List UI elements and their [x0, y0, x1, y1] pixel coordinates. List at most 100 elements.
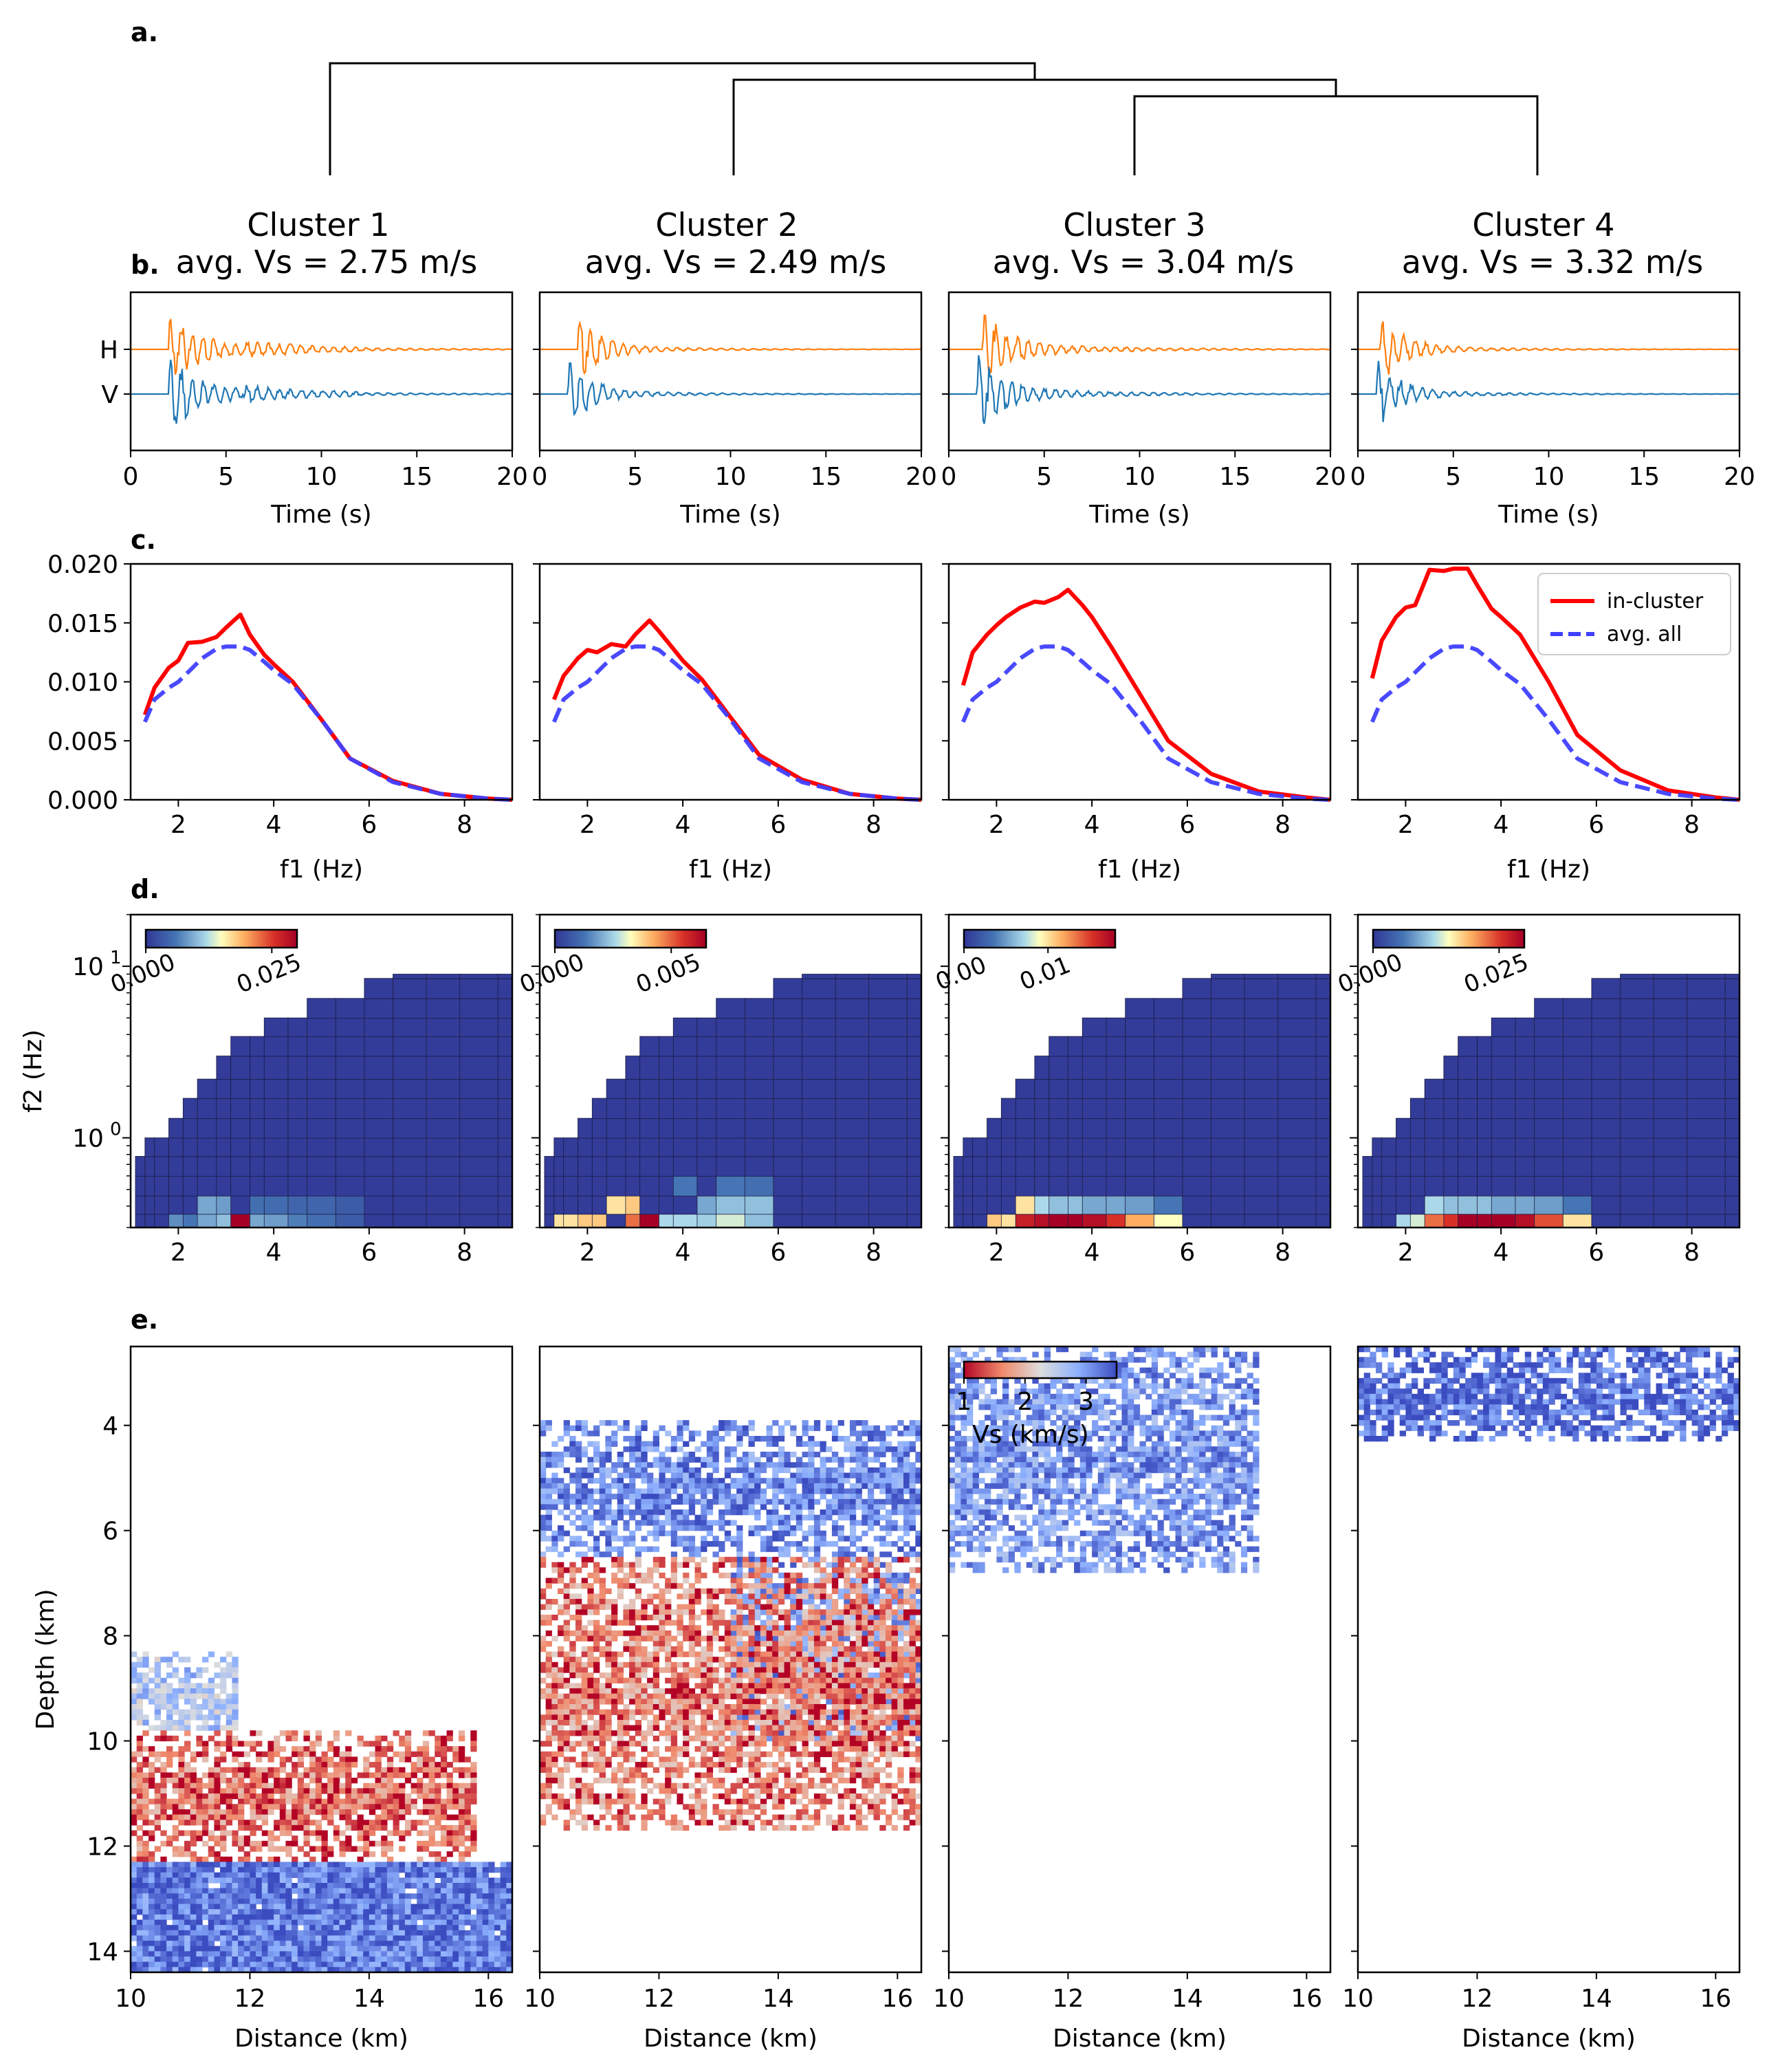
velocity-cell [149, 1767, 155, 1774]
velocity-cell [849, 1498, 857, 1505]
velocity-cell [339, 1788, 346, 1794]
velocity-cell [399, 1756, 406, 1763]
velocity-cell [446, 1930, 453, 1937]
velocity-cell [605, 1488, 612, 1494]
velocity-cell [285, 1930, 292, 1937]
velocity-cell [464, 1872, 471, 1878]
velocity-cell [540, 1514, 547, 1520]
velocity-cell [386, 1951, 394, 1957]
velocity-cell [196, 1793, 203, 1800]
velocity-cell [267, 1772, 274, 1778]
velocity-cell [748, 1436, 755, 1442]
velocity-cell [410, 1919, 417, 1926]
heatmap-cell [393, 1213, 428, 1228]
velocity-cell [363, 1893, 370, 1899]
velocity-cell [321, 1830, 328, 1836]
velocity-cell [321, 1809, 328, 1815]
waveform-H-line [540, 320, 921, 375]
velocity-cell [891, 1540, 898, 1547]
velocity-cell [196, 1741, 203, 1747]
heatmap-cell [1082, 1175, 1107, 1197]
velocity-cell [718, 1420, 725, 1426]
velocity-cell [172, 1961, 179, 1967]
velocity-cell [166, 1746, 173, 1752]
velocity-cell [297, 1914, 305, 1921]
velocity-cell [399, 1909, 406, 1915]
velocity-cell [670, 1540, 678, 1547]
velocity-cell [375, 1941, 382, 1947]
velocity-cell [381, 1788, 388, 1794]
velocity-cell [321, 1893, 328, 1899]
velocity-cell [256, 1741, 263, 1747]
velocity-cell [867, 1430, 875, 1437]
heatmap-cell [1015, 1117, 1035, 1139]
velocity-cell [452, 1967, 459, 1973]
velocity-cell [309, 1930, 316, 1937]
velocity-cell [718, 1520, 725, 1526]
velocity-cell [623, 1467, 630, 1474]
velocity-cell [154, 1904, 161, 1910]
y-tick-exponent: 0 [110, 1120, 122, 1140]
velocity-cell [795, 1498, 803, 1505]
velocity-cell [172, 1935, 179, 1941]
velocity-cell [593, 1451, 600, 1458]
velocity-cell [292, 1941, 298, 1947]
velocity-cell [214, 1672, 221, 1679]
velocity-cell [808, 1457, 815, 1463]
velocity-cell [303, 1867, 310, 1873]
velocity-cell [844, 1436, 850, 1442]
velocity-cell [488, 1930, 495, 1937]
velocity-cell [820, 1615, 826, 1621]
velocity-cell [220, 1704, 227, 1710]
velocity-cell [321, 1756, 328, 1763]
heatmap-cell [802, 1036, 837, 1057]
velocity-cell [422, 1888, 430, 1894]
velocity-cell [208, 1798, 215, 1804]
velocity-cell [611, 1483, 618, 1490]
velocity-cell [435, 1735, 441, 1742]
velocity-cell [404, 1772, 412, 1778]
heatmap-cell [287, 1156, 308, 1177]
velocity-cell [482, 1967, 489, 1973]
velocity-cell [915, 1467, 922, 1474]
velocity-cell [232, 1893, 239, 1899]
velocity-cell [736, 1567, 743, 1573]
heatmap-cell [1049, 1098, 1069, 1120]
velocity-cell [196, 1967, 203, 1973]
velocity-cell [363, 1935, 370, 1941]
velocity-cell [369, 1862, 376, 1868]
velocity-cell [178, 1709, 185, 1715]
velocity-cell [820, 1540, 826, 1547]
heatmap-cell [1182, 978, 1212, 999]
velocity-cell [683, 1540, 690, 1547]
velocity-cell [256, 1846, 263, 1852]
velocity-cell [581, 1425, 588, 1431]
velocity-cell [724, 1536, 732, 1542]
velocity-cell [238, 1741, 245, 1747]
heatmap-cell [744, 1098, 774, 1120]
heatmap-cell [1562, 1117, 1592, 1139]
velocity-cell [238, 1814, 245, 1820]
velocity-cell [297, 1751, 305, 1758]
velocity-cell [309, 1793, 316, 1800]
velocity-cell [452, 1935, 459, 1941]
velocity-cell [464, 1930, 471, 1937]
velocity-cell [250, 1862, 256, 1868]
velocity-cell [214, 1967, 221, 1973]
velocity-cell [256, 1767, 263, 1774]
velocity-cell [867, 1483, 875, 1490]
velocity-cell [250, 1814, 256, 1820]
velocity-cell [196, 1951, 203, 1957]
velocity-cell [202, 1719, 209, 1726]
velocity-cell [220, 1893, 227, 1899]
velocity-cell [261, 1840, 269, 1847]
velocity-cell [410, 1930, 417, 1937]
velocity-cell [220, 1872, 227, 1878]
velocity-cell [754, 1498, 761, 1505]
velocity-cell [861, 1420, 868, 1426]
velocity-cell [802, 1441, 809, 1447]
velocity-cell [435, 1914, 441, 1921]
velocity-cell [250, 1893, 256, 1899]
velocity-cell [327, 1851, 334, 1857]
velocity-cell [813, 1420, 821, 1426]
